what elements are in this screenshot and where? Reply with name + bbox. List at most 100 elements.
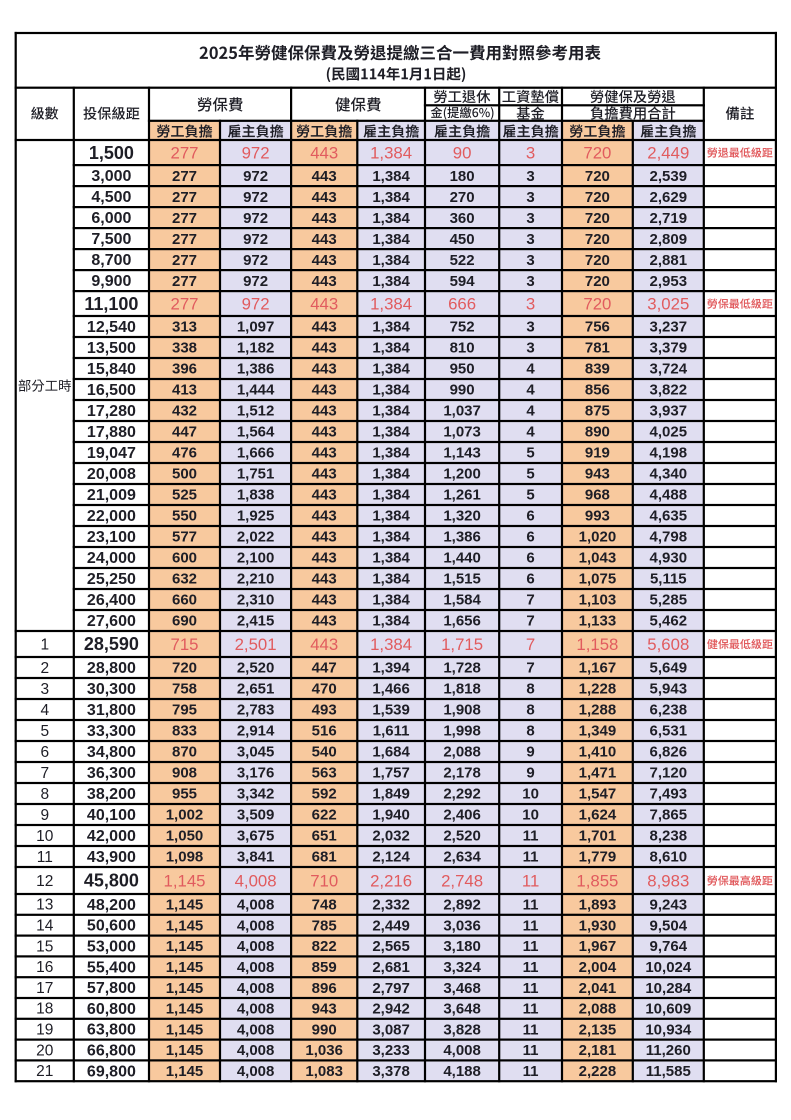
svg-text:993: 993 [585,508,610,525]
svg-text:8: 8 [526,681,534,698]
svg-text:577: 577 [172,529,197,546]
svg-text:1,384: 1,384 [370,635,412,654]
svg-text:516: 516 [312,723,337,740]
svg-text:6,531: 6,531 [650,723,688,740]
svg-text:2,088: 2,088 [579,1001,617,1018]
svg-text:4,188: 4,188 [443,1063,481,1080]
svg-text:1,384: 1,384 [372,466,410,483]
svg-text:17,880: 17,880 [87,424,136,441]
svg-text:3,724: 3,724 [650,361,688,378]
svg-text:720: 720 [585,252,610,269]
svg-text:443: 443 [312,210,337,227]
svg-text:9,764: 9,764 [650,938,688,955]
svg-text:3: 3 [526,168,534,185]
svg-text:443: 443 [312,382,337,399]
svg-text:1,167: 1,167 [579,660,617,677]
svg-text:756: 756 [585,319,610,336]
svg-text:592: 592 [312,786,337,803]
svg-text:432: 432 [172,403,197,420]
svg-text:1,384: 1,384 [372,210,410,227]
svg-text:9: 9 [526,765,534,782]
svg-text:4,635: 4,635 [650,508,688,525]
svg-text:277: 277 [172,168,197,185]
svg-text:2,228: 2,228 [579,1063,617,1080]
svg-text:3,237: 3,237 [650,319,688,336]
svg-text:1,384: 1,384 [372,252,410,269]
svg-text:4: 4 [526,424,535,441]
svg-text:277: 277 [172,273,197,290]
svg-text:11: 11 [523,959,539,976]
svg-text:1,908: 1,908 [443,702,481,719]
svg-text:3: 3 [526,340,534,357]
svg-text:3: 3 [40,681,49,698]
svg-text:540: 540 [312,744,337,761]
svg-text:3,087: 3,087 [372,1021,410,1038]
svg-text:3,036: 3,036 [443,917,481,934]
svg-text:57,800: 57,800 [87,980,136,997]
svg-text:2,415: 2,415 [237,613,275,630]
svg-text:6: 6 [526,550,534,567]
svg-text:1,133: 1,133 [579,613,617,630]
svg-text:2,565: 2,565 [372,938,410,955]
svg-text:2,332: 2,332 [372,897,410,914]
svg-text:2,520: 2,520 [237,660,275,677]
svg-text:1,611: 1,611 [373,723,410,740]
svg-text:594: 594 [450,273,476,290]
svg-text:896: 896 [312,980,337,997]
svg-text:781: 781 [585,340,610,357]
svg-text:1,200: 1,200 [443,466,481,483]
svg-text:1,728: 1,728 [443,660,481,677]
svg-text:8,700: 8,700 [91,252,131,269]
svg-text:950: 950 [450,361,475,378]
svg-text:550: 550 [172,508,197,525]
svg-text:1,656: 1,656 [443,613,481,630]
svg-text:563: 563 [312,765,337,782]
svg-text:651: 651 [312,828,337,845]
svg-text:2: 2 [40,660,49,677]
svg-text:8,610: 8,610 [650,849,688,866]
svg-text:11: 11 [523,849,539,866]
svg-text:1,967: 1,967 [579,938,617,955]
svg-text:3,468: 3,468 [443,980,481,997]
svg-text:955: 955 [172,786,197,803]
svg-text:1,145: 1,145 [166,959,204,976]
svg-text:7: 7 [526,613,534,630]
svg-text:27,600: 27,600 [87,613,136,630]
svg-text:15,840: 15,840 [87,361,136,378]
svg-text:839: 839 [585,361,610,378]
svg-text:6,000: 6,000 [91,210,131,227]
svg-text:277: 277 [172,252,197,269]
svg-text:1,410: 1,410 [579,744,617,761]
svg-text:6: 6 [40,744,49,761]
svg-text:10,284: 10,284 [645,980,692,997]
svg-text:710: 710 [310,871,338,890]
svg-text:1,384: 1,384 [372,445,410,462]
svg-text:1,143: 1,143 [443,445,481,462]
svg-text:270: 270 [450,189,475,206]
svg-text:277: 277 [172,210,197,227]
svg-text:5: 5 [526,466,534,483]
svg-text:3,233: 3,233 [372,1042,410,1059]
svg-text:990: 990 [312,1021,337,1038]
svg-text:875: 875 [585,403,610,420]
svg-text:1,182: 1,182 [237,340,275,357]
svg-text:277: 277 [172,189,197,206]
svg-text:30,300: 30,300 [87,681,136,698]
svg-text:3,648: 3,648 [443,1001,481,1018]
svg-text:21,009: 21,009 [87,487,136,504]
svg-text:720: 720 [583,143,611,162]
svg-text:1,384: 1,384 [372,529,410,546]
svg-text:1,779: 1,779 [579,849,617,866]
svg-text:11: 11 [523,938,539,955]
svg-text:2,135: 2,135 [579,1021,617,1038]
svg-text:443: 443 [312,168,337,185]
svg-text:1,043: 1,043 [579,550,617,567]
svg-text:5: 5 [40,723,49,740]
svg-text:1,624: 1,624 [579,807,617,824]
svg-text:2,748: 2,748 [441,871,483,890]
svg-text:60,800: 60,800 [87,1001,136,1018]
svg-text:4,008: 4,008 [235,871,277,890]
svg-text:3,342: 3,342 [237,786,275,803]
svg-text:3,675: 3,675 [237,828,275,845]
svg-text:10,609: 10,609 [645,1001,691,1018]
